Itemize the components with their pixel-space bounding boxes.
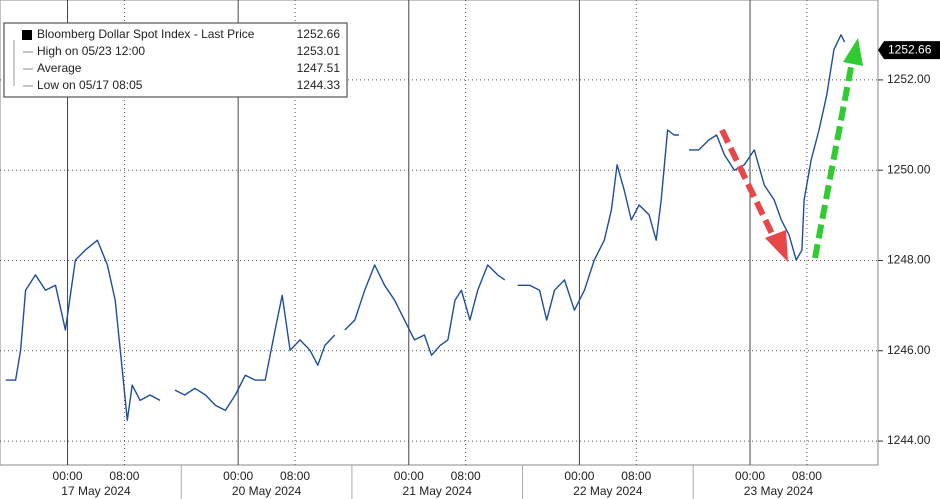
x-tick-label: 00:00 — [564, 469, 594, 483]
down-arrow — [719, 128, 778, 242]
annotation-arrows — [719, 38, 863, 262]
x-tick-label: 00:00 — [53, 469, 83, 483]
y-tick-label: 1246.00 — [887, 343, 931, 357]
last-price-label: 1252.66 — [888, 42, 932, 56]
x-tick-label: 08:00 — [792, 469, 822, 483]
day-label: 20 May 2024 — [232, 484, 302, 498]
price-line — [5, 34, 846, 421]
day-label: 23 May 2024 — [744, 484, 814, 498]
legend-label: High on 05/23 12:00 — [37, 44, 145, 58]
x-tick-label: 08:00 — [109, 469, 139, 483]
up-arrow — [812, 61, 855, 259]
x-tick-label: 08:00 — [280, 469, 310, 483]
legend-label: Average — [37, 61, 82, 75]
legend-value: 1247.51 — [297, 61, 341, 75]
x-tick-label: 00:00 — [394, 469, 424, 483]
y-tick-label: 1250.00 — [887, 162, 931, 176]
legend-value: 1252.66 — [297, 27, 341, 41]
last-price-tag — [878, 41, 940, 60]
legend-swatch — [22, 30, 32, 40]
legend-label: Low on 05/17 08:05 — [37, 78, 143, 92]
day-label: 21 May 2024 — [403, 484, 473, 498]
legend: Bloomberg Dollar Spot Index - Last Price… — [3, 22, 348, 98]
down-arrow-head — [765, 230, 788, 262]
legend-value: 1253.01 — [297, 44, 341, 58]
day-label: 17 May 2024 — [61, 484, 131, 498]
y-tick-label: 1252.00 — [887, 72, 931, 86]
y-tick-label: 1244.00 — [887, 433, 931, 447]
y-tick-label: 1248.00 — [887, 253, 931, 267]
legend-value: 1244.33 — [297, 78, 341, 92]
x-tick-label: 08:00 — [451, 469, 481, 483]
x-tick-label: 08:00 — [621, 469, 651, 483]
day-label: 22 May 2024 — [573, 484, 643, 498]
up-arrow-head — [843, 38, 863, 66]
x-tick-label: 00:00 — [735, 469, 765, 483]
legend-label: Bloomberg Dollar Spot Index - Last Price — [37, 27, 255, 41]
x-tick-label: 00:00 — [223, 469, 253, 483]
legend-box — [3, 22, 348, 98]
